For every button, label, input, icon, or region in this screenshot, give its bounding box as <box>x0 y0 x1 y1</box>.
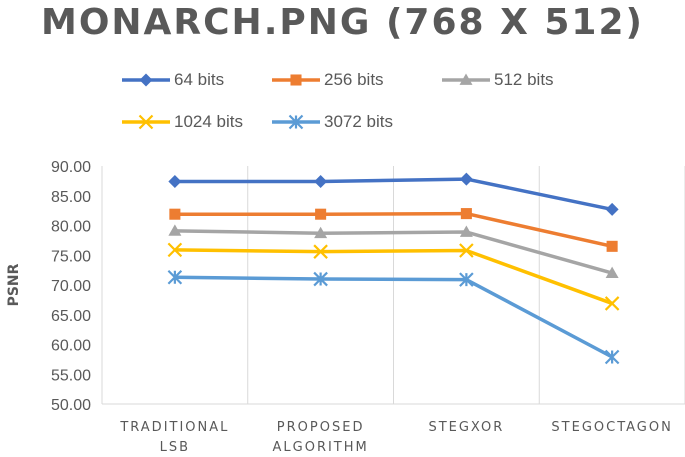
data-point <box>167 242 183 258</box>
y-tick-label: 75.00 <box>51 248 91 265</box>
data-point <box>605 202 619 216</box>
legend-label: 512 bits <box>494 70 554 89</box>
legend-label: 64 bits <box>174 70 225 89</box>
legend-swatch <box>442 73 490 85</box>
y-tick-label: 50.00 <box>51 397 91 414</box>
y-tick-label: 65.00 <box>51 308 91 325</box>
x-tick-label: TRADITIONAL <box>119 420 229 435</box>
y-axis-title: PSNR <box>6 263 22 306</box>
series-line-5 <box>174 275 613 359</box>
data-point <box>604 349 620 365</box>
legend-marker <box>138 114 154 130</box>
data-point <box>314 226 328 239</box>
legend-label: 256 bits <box>324 70 384 89</box>
legend-marker <box>139 73 153 87</box>
series-line-2 <box>174 211 613 249</box>
x-tick-label: PROPOSED <box>277 420 365 435</box>
y-tick-label: 85.00 <box>51 189 91 206</box>
data-point <box>605 266 619 278</box>
data-point <box>459 225 473 237</box>
legend-item: 256 bits <box>270 70 384 90</box>
data-point <box>314 174 328 188</box>
legend-item: 1024 bits <box>120 112 243 132</box>
legend-label: 3072 bits <box>324 112 393 131</box>
data-point <box>313 271 328 287</box>
chart-title: MONARCH.PNG (768 X 512) <box>41 2 644 43</box>
data-point <box>604 296 620 311</box>
legend-marker <box>288 114 304 130</box>
y-tick-label: 80.00 <box>51 219 91 236</box>
series-line-1 <box>174 177 613 212</box>
legend-item: 64 bits <box>120 70 224 90</box>
data-point <box>315 208 327 220</box>
series-line-4 <box>174 248 613 306</box>
data-point <box>459 243 474 258</box>
legend-swatch <box>122 73 170 87</box>
legend-swatch <box>272 114 320 130</box>
data-point <box>460 208 472 220</box>
legend-marker <box>290 74 302 86</box>
series-line-3 <box>174 229 613 275</box>
data-point <box>168 224 182 236</box>
data-point <box>606 240 618 252</box>
data-point <box>313 244 328 259</box>
legend-swatch <box>272 74 320 86</box>
data-point <box>169 208 181 220</box>
data-point <box>459 272 474 287</box>
legend-marker <box>459 73 473 85</box>
x-tick-label: ALGORITHM <box>273 440 369 455</box>
x-tick-label: LSB <box>160 440 190 455</box>
y-tick-label: 60.00 <box>51 338 91 355</box>
x-tick-label: STEGOCTAGON <box>551 420 672 435</box>
data-point <box>168 174 182 188</box>
legend-swatch <box>122 114 170 130</box>
y-tick-label: 70.00 <box>51 278 91 295</box>
legend-item: 512 bits <box>440 70 554 90</box>
data-point <box>459 172 473 186</box>
data-point <box>167 269 183 285</box>
y-tick-label: 55.00 <box>51 367 91 384</box>
legend-label: 1024 bits <box>174 112 243 131</box>
legend-item: 3072 bits <box>270 112 393 132</box>
x-tick-label: STEGXOR <box>428 420 504 435</box>
legend: 64 bits 256 bits 512 bits 1024 bits 3072 bit… <box>0 0 685 140</box>
y-tick-label: 90.00 <box>51 159 91 176</box>
